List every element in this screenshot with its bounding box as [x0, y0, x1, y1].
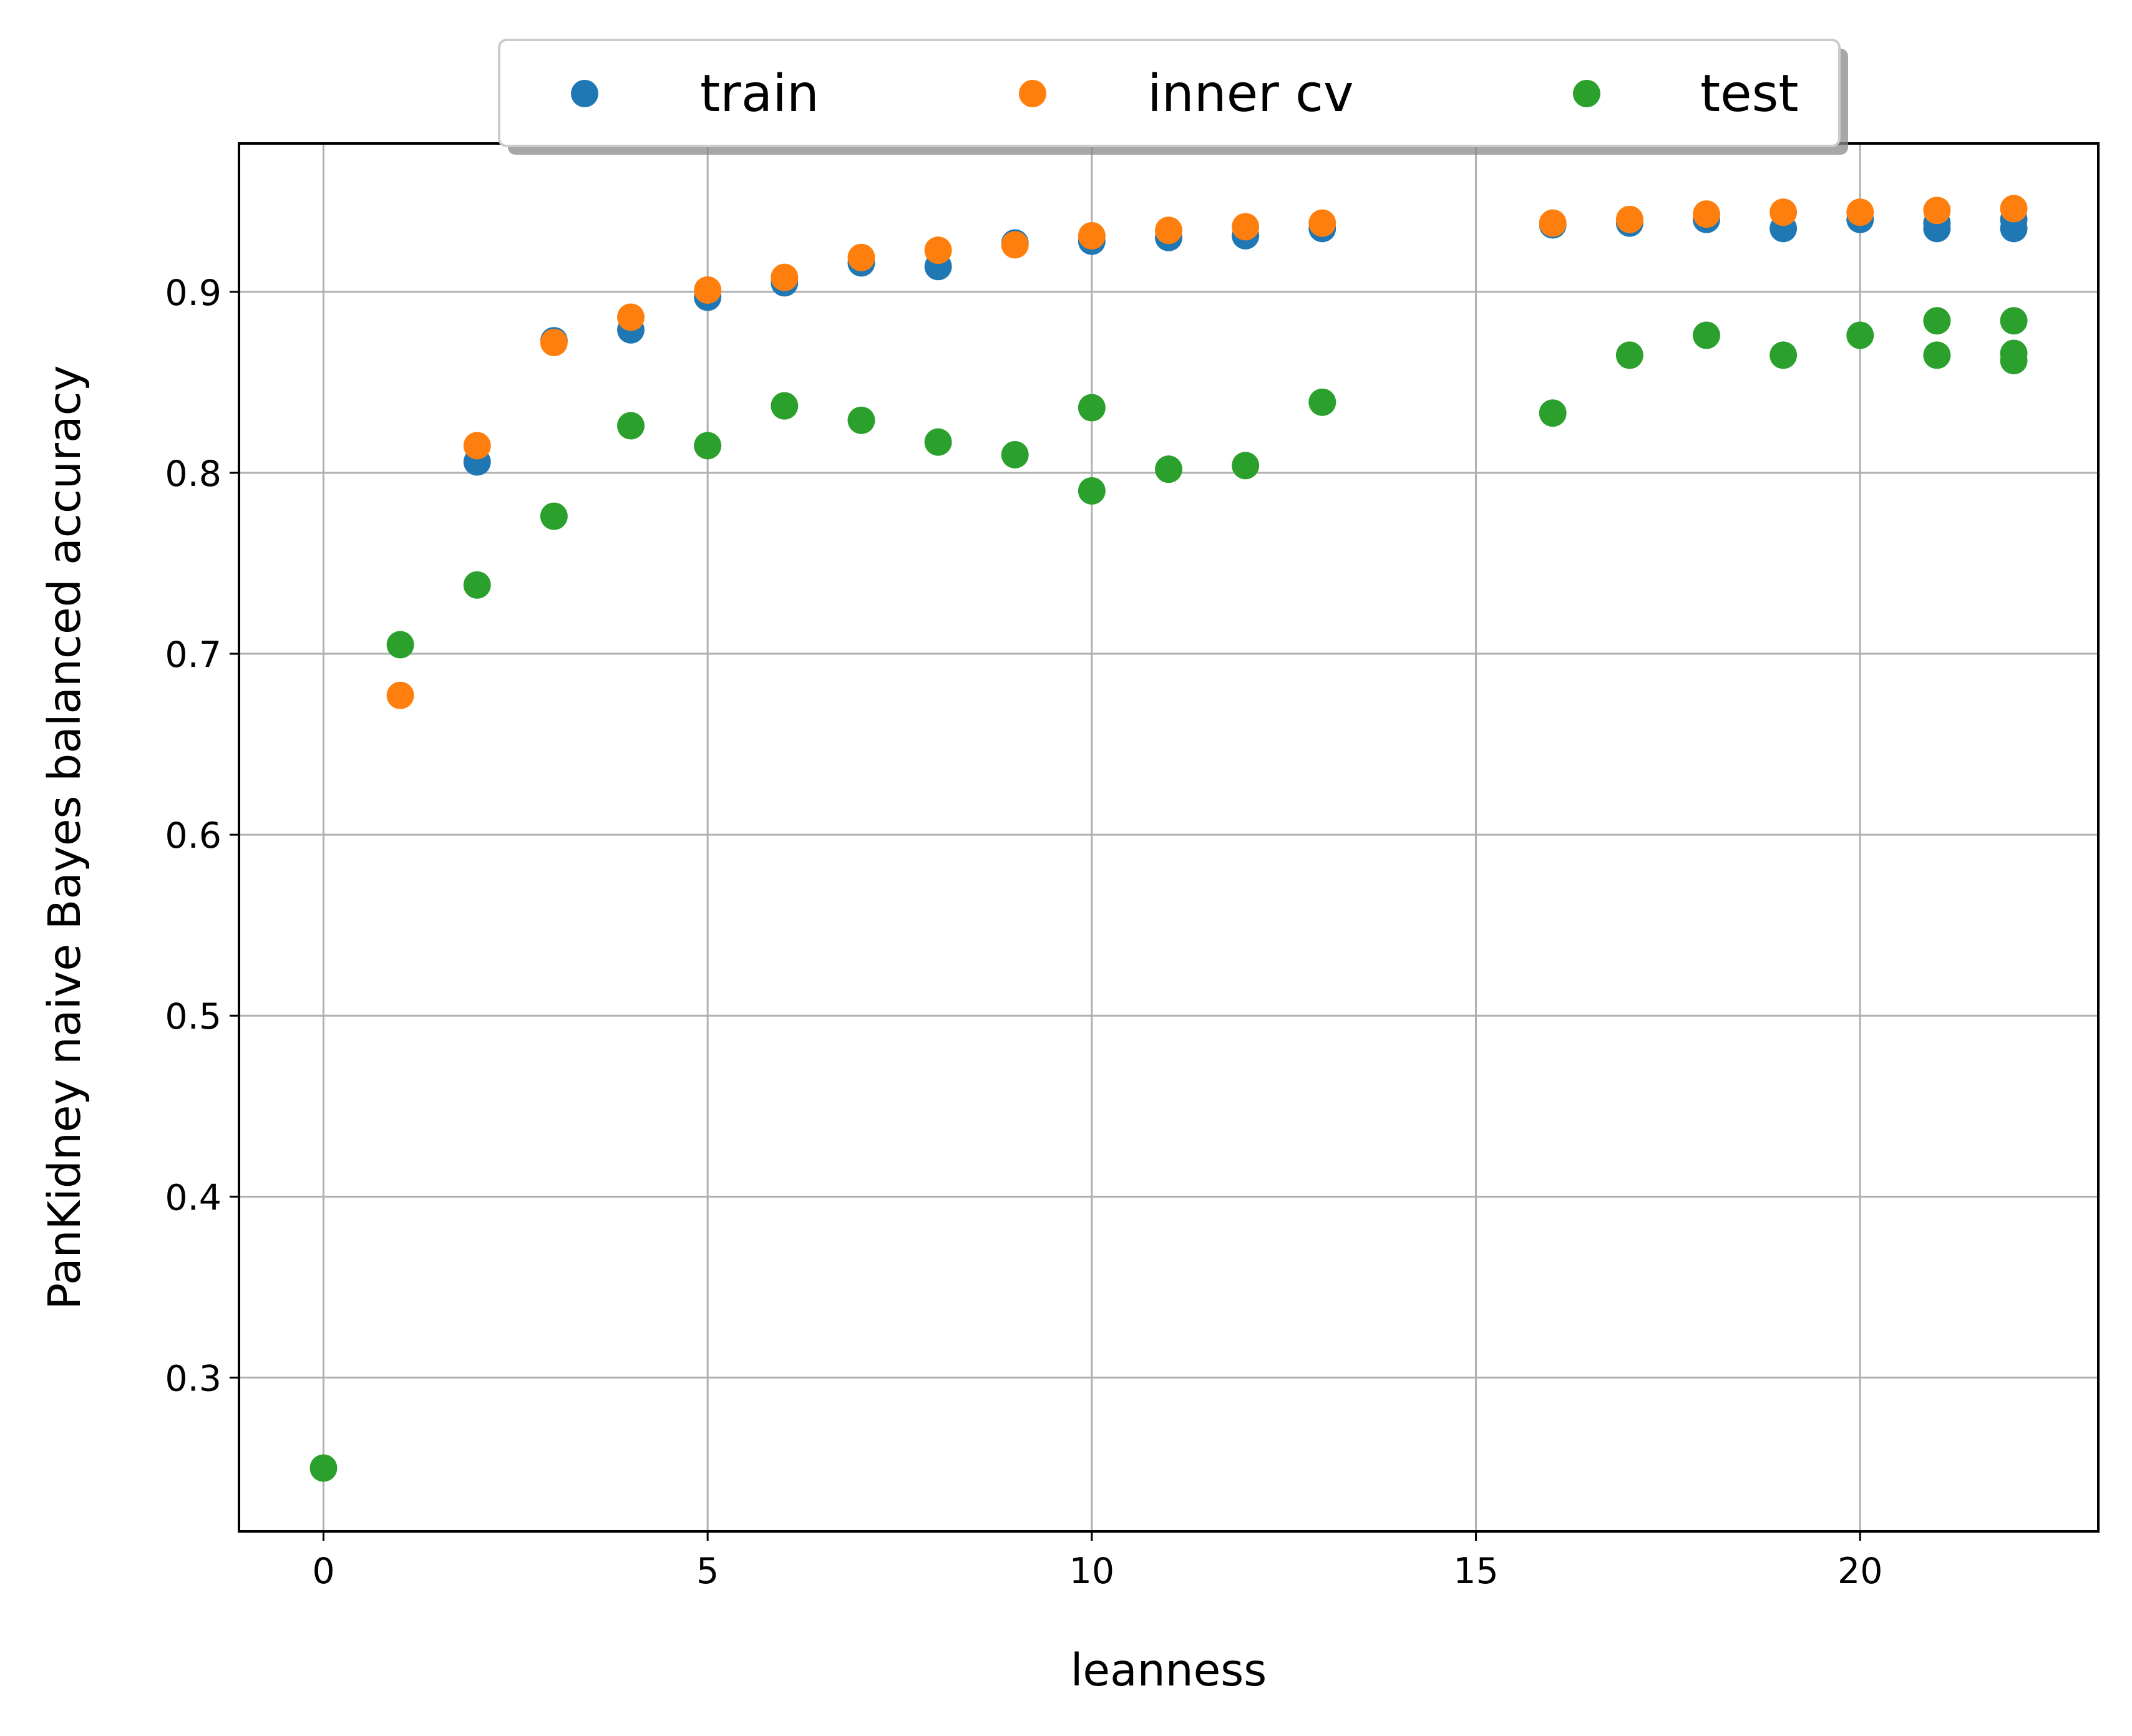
data-point-inner-cv: [924, 236, 952, 264]
data-point-inner-cv: [1232, 213, 1260, 241]
data-point-test: [463, 571, 491, 599]
data-point-inner-cv: [540, 329, 568, 357]
data-point-test: [1232, 452, 1260, 480]
x-tick-label: 0: [312, 1551, 334, 1592]
data-point-test: [1001, 440, 1029, 468]
data-point-inner-cv: [1615, 205, 1643, 233]
y-tick-label: 0.3: [165, 1358, 221, 1399]
data-point-test: [1539, 399, 1567, 427]
data-point-inner-cv: [2000, 195, 2028, 223]
legend-marker-train: [571, 80, 598, 107]
data-point-test: [1078, 477, 1106, 505]
legend-marker-inner-cv: [1019, 80, 1046, 107]
legend-label-train: train: [700, 64, 819, 124]
y-tick-label: 0.5: [165, 996, 221, 1037]
data-point-inner-cv: [1539, 209, 1567, 237]
x-tick-label: 10: [1069, 1551, 1115, 1592]
data-point-test: [540, 502, 568, 530]
y-tick-label: 0.7: [165, 634, 221, 676]
x-axis-label: leanness: [1071, 1644, 1267, 1696]
data-point-inner-cv: [1001, 231, 1029, 259]
data-point-test: [1155, 455, 1182, 483]
y-tick-label: 0.8: [165, 453, 221, 495]
data-point-test: [617, 412, 645, 440]
x-tick-label: 15: [1453, 1551, 1499, 1592]
y-tick-label: 0.4: [165, 1177, 221, 1218]
y-tick-label: 0.9: [165, 273, 221, 314]
data-point-inner-cv: [694, 276, 722, 304]
data-point-test: [309, 1454, 338, 1482]
data-point-test: [2000, 347, 2028, 375]
data-point-inner-cv: [1692, 200, 1720, 228]
data-point-test: [1615, 341, 1643, 369]
data-point-inner-cv: [771, 263, 799, 291]
legend-marker-test: [1573, 80, 1600, 107]
data-point-inner-cv: [1923, 196, 1951, 225]
y-axis-label: PanKidney naive Bayes balanced accuracy: [39, 365, 90, 1309]
data-point-test: [924, 428, 952, 456]
legend: train inner cv test: [498, 39, 1848, 155]
data-point-inner-cv: [463, 432, 491, 460]
data-point-inner-cv: [1846, 198, 1874, 226]
data-point-test: [2000, 307, 2028, 335]
data-point-inner-cv: [617, 303, 645, 331]
legend-label-test: test: [1700, 64, 1798, 124]
data-point-test: [1846, 321, 1874, 349]
legend-label-inner-cv: inner cv: [1147, 64, 1354, 124]
x-tick-label: 20: [1838, 1551, 1883, 1592]
legend-box: [498, 39, 1841, 147]
axis-ticks: 0 5 10 15 20 0.3 0.4 0.5 0.6 0.7 0.8 0.9: [165, 273, 1882, 1592]
data-point-inner-cv: [1769, 198, 1798, 226]
x-tick-label: 5: [696, 1551, 719, 1592]
data-point-inner-cv: [386, 681, 414, 709]
data-point-inner-cv: [1078, 221, 1106, 250]
data-point-test: [1308, 388, 1336, 416]
data-point-test: [1078, 394, 1106, 422]
data-point-test: [1692, 321, 1720, 349]
data-point-inner-cv: [1155, 216, 1182, 245]
data-point-test: [771, 392, 799, 420]
data-point-test: [1923, 341, 1951, 369]
data-point-test: [1769, 341, 1798, 369]
data-point-test: [1923, 307, 1951, 335]
data-point-test: [694, 432, 722, 460]
data-points: [309, 195, 2028, 1482]
data-point-test: [386, 631, 414, 659]
data-point-test: [847, 406, 875, 434]
data-point-inner-cv: [1308, 209, 1336, 237]
data-point-inner-cv: [847, 243, 875, 271]
y-tick-label: 0.6: [165, 815, 221, 856]
